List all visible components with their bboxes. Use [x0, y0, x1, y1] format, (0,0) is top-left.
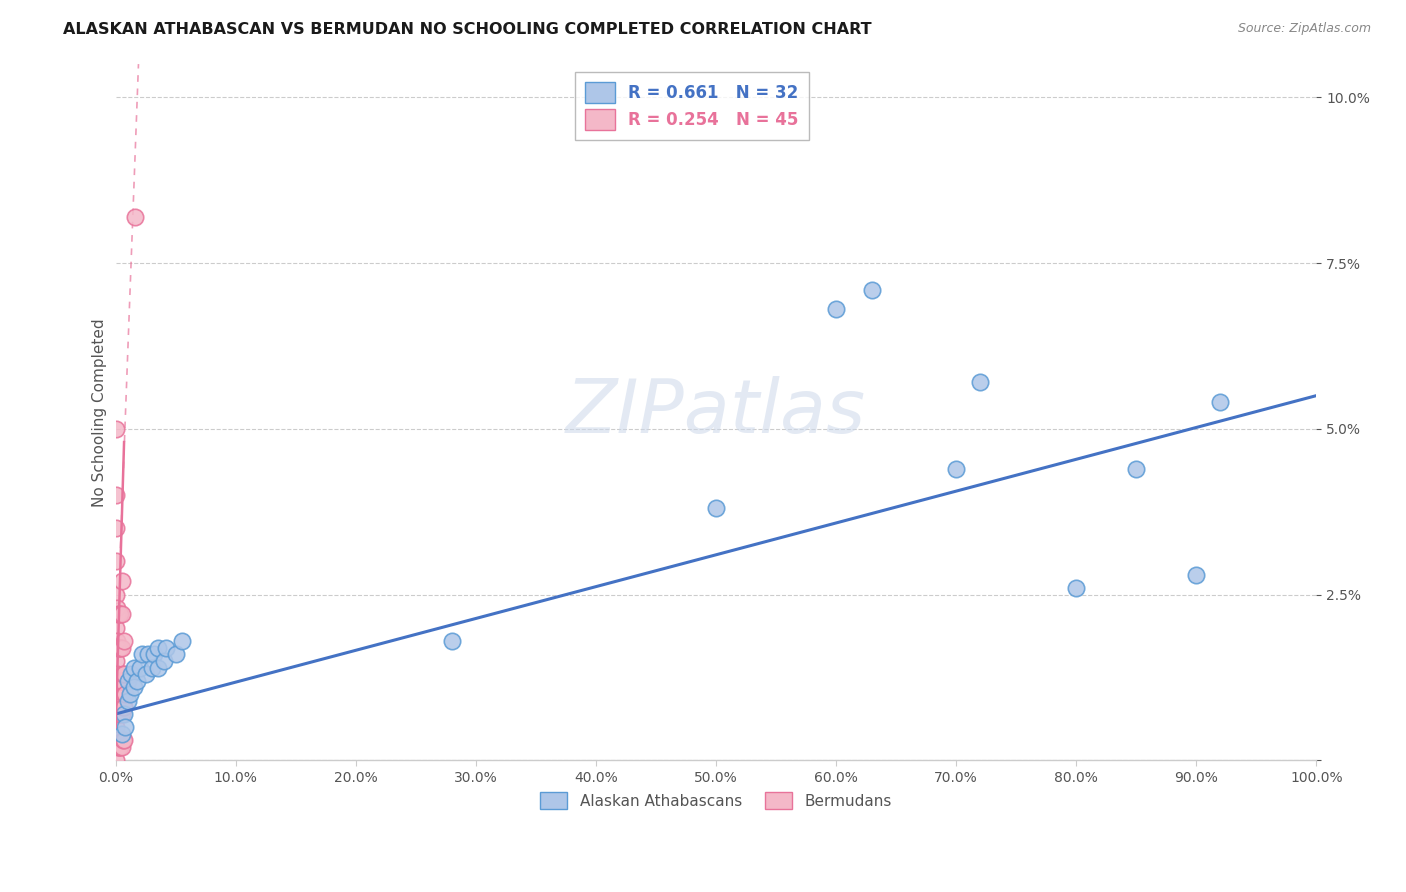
Point	[945, 461, 967, 475]
Text: Source: ZipAtlas.com: Source: ZipAtlas.com	[1237, 22, 1371, 36]
Point	[1185, 567, 1208, 582]
Point	[111, 706, 134, 721]
Point	[104, 753, 127, 767]
Point	[146, 640, 169, 655]
Point	[111, 574, 134, 589]
Point	[124, 210, 146, 224]
Point	[1064, 581, 1087, 595]
Point	[111, 667, 134, 681]
Point	[136, 647, 159, 661]
Point	[111, 673, 134, 688]
Point	[440, 634, 463, 648]
Legend: Alaskan Athabascans, Bermudans: Alaskan Athabascans, Bermudans	[534, 786, 898, 815]
Point	[120, 687, 142, 701]
Point	[165, 647, 187, 661]
Point	[112, 733, 135, 747]
Point	[152, 654, 174, 668]
Point	[146, 660, 169, 674]
Point	[110, 673, 132, 688]
Point	[825, 302, 848, 317]
Point	[105, 667, 128, 681]
Point	[107, 607, 129, 622]
Point	[114, 687, 136, 701]
Point	[143, 647, 166, 661]
Point	[114, 720, 136, 734]
Point	[1209, 395, 1232, 409]
Point	[105, 600, 128, 615]
Point	[128, 660, 150, 674]
Point	[104, 588, 127, 602]
Point	[104, 488, 127, 502]
Point	[107, 740, 129, 755]
Point	[135, 667, 157, 681]
Point	[131, 647, 153, 661]
Point	[104, 554, 127, 568]
Point	[111, 607, 134, 622]
Point	[122, 660, 145, 674]
Point	[110, 706, 132, 721]
Point	[155, 640, 177, 655]
Point	[105, 733, 128, 747]
Point	[108, 740, 131, 755]
Point	[127, 673, 149, 688]
Point	[108, 673, 131, 688]
Point	[105, 634, 128, 648]
Point	[108, 640, 131, 655]
Point	[104, 621, 127, 635]
Text: ALASKAN ATHABASCAN VS BERMUDAN NO SCHOOLING COMPLETED CORRELATION CHART: ALASKAN ATHABASCAN VS BERMUDAN NO SCHOOL…	[63, 22, 872, 37]
Point	[104, 422, 127, 436]
Point	[104, 654, 127, 668]
Point	[111, 740, 134, 755]
Point	[969, 376, 991, 390]
Point	[112, 700, 135, 714]
Point	[104, 720, 127, 734]
Point	[107, 706, 129, 721]
Point	[108, 706, 131, 721]
Point	[112, 706, 135, 721]
Point	[122, 681, 145, 695]
Point	[112, 667, 135, 681]
Point	[110, 607, 132, 622]
Point	[1125, 461, 1147, 475]
Point	[107, 673, 129, 688]
Point	[117, 694, 139, 708]
Point	[860, 283, 883, 297]
Point	[112, 634, 135, 648]
Point	[110, 740, 132, 755]
Point	[104, 521, 127, 535]
Point	[108, 607, 131, 622]
Point	[111, 640, 134, 655]
Point	[117, 673, 139, 688]
Point	[111, 727, 134, 741]
Point	[107, 640, 129, 655]
Point	[110, 640, 132, 655]
Point	[141, 660, 163, 674]
Y-axis label: No Schooling Completed: No Schooling Completed	[93, 318, 107, 507]
Point	[120, 667, 142, 681]
Point	[105, 700, 128, 714]
Point	[704, 501, 727, 516]
Text: ZIPatlas: ZIPatlas	[567, 376, 866, 448]
Point	[104, 687, 127, 701]
Point	[111, 733, 134, 747]
Point	[111, 700, 134, 714]
Point	[170, 634, 193, 648]
